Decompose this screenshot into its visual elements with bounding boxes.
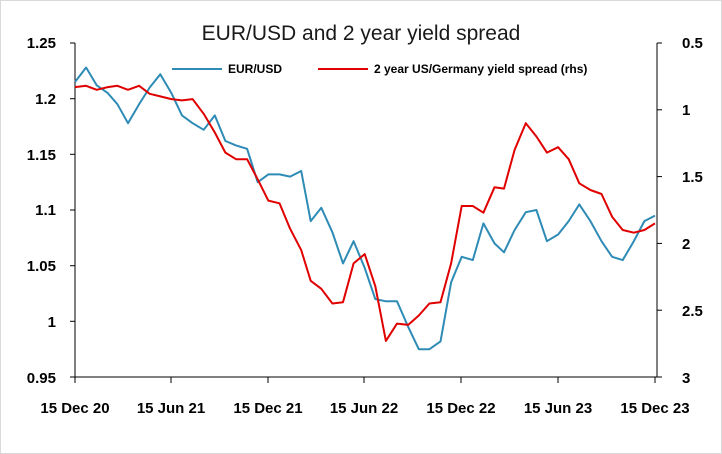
right-tick-label: 0.5 bbox=[682, 35, 703, 52]
right-tick-label: 2 bbox=[682, 236, 690, 253]
legend-label-eurusd: EUR/USD bbox=[228, 62, 282, 76]
right-tick-label: 2.5 bbox=[682, 303, 703, 320]
x-tick-label: 15 Jun 22 bbox=[330, 400, 398, 417]
x-tick-label: 15 Jun 21 bbox=[137, 400, 205, 417]
left-tick-label: 1.1 bbox=[35, 202, 56, 219]
chart-title: EUR/USD and 2 year yield spread bbox=[202, 22, 521, 45]
series-layer bbox=[74, 66, 656, 351]
legend-label-spread: 2 year US/Germany yield spread (rhs) bbox=[374, 62, 587, 76]
series-line-yield-spread bbox=[74, 84, 656, 342]
left-tick-label: 0.95 bbox=[27, 370, 56, 387]
left-tick-label: 1 bbox=[48, 314, 56, 331]
x-tick-label: 15 Dec 20 bbox=[40, 400, 109, 417]
x-tick-label: 15 Dec 22 bbox=[426, 400, 495, 417]
left-tick-label: 1.25 bbox=[27, 35, 56, 52]
right-tick-label: 3 bbox=[682, 370, 690, 387]
left-tick-label: 1.05 bbox=[27, 258, 56, 275]
legend: EUR/USD 2 year US/Germany yield spread (… bbox=[172, 62, 587, 76]
left-tick-label: 1.15 bbox=[27, 147, 56, 164]
right-tick-label: 1.5 bbox=[682, 169, 703, 186]
x-ticks: 15 Dec 20 15 Jun 21 15 Dec 21 15 Jun 22 … bbox=[40, 377, 690, 417]
right-y-ticks: 0.5 1 1.5 2 2.5 3 bbox=[657, 35, 703, 387]
right-tick-label: 1 bbox=[682, 102, 690, 119]
series-line-eurusd bbox=[74, 66, 656, 351]
left-tick-label: 1.2 bbox=[35, 91, 56, 108]
x-tick-label: 15 Dec 23 bbox=[620, 400, 689, 417]
x-tick-label: 15 Dec 21 bbox=[233, 400, 302, 417]
left-y-ticks: 0.95 1 1.05 1.1 1.15 1.2 1.25 bbox=[27, 35, 75, 387]
x-tick-label: 15 Jun 23 bbox=[524, 400, 592, 417]
